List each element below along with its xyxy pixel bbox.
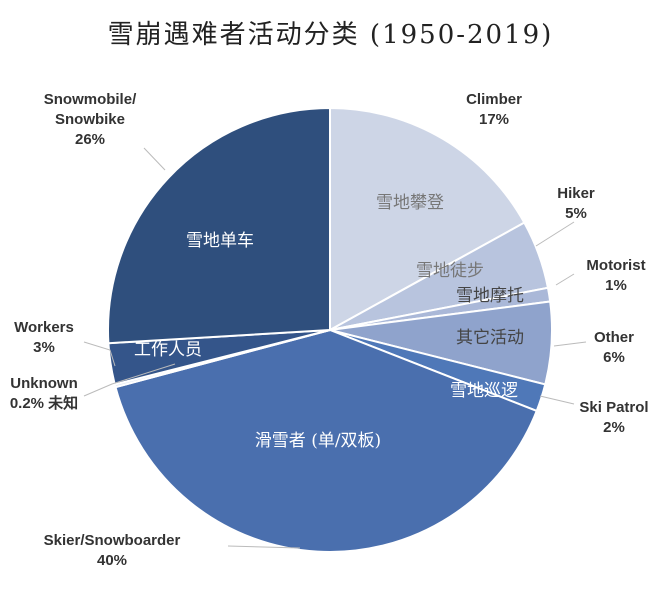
slice-label: Workers 3% [14, 319, 74, 356]
slice-label: Skier/Snowboarder 40% [44, 532, 181, 569]
slice-cn-label: 雪地巡逻 [450, 381, 518, 401]
slice-label: Ski Patrol 2% [579, 399, 648, 436]
slice-cn-label: 工作人员 [134, 340, 202, 360]
slice-cn-label: 雪地单车 [186, 231, 254, 251]
slice-label: Unknown 0.2% 未知 [10, 375, 78, 412]
slice-cn-label: 滑雪者 (单/双板) [255, 431, 381, 451]
pie-slice-5 [114, 328, 539, 553]
leader-line [553, 341, 587, 347]
slice-label: Snowmobile/Snowbike 26% [44, 91, 137, 148]
leader-line [227, 545, 301, 549]
slice-label: Climber 17% [466, 91, 522, 128]
slice-cn-label: 雪地徒步 [416, 261, 484, 281]
chart-title: 雪崩遇难者活动分类 (1950-2019) [107, 20, 554, 50]
pie-slice-8 [107, 106, 331, 345]
leader-line [143, 147, 166, 171]
leader-line [555, 273, 575, 286]
leader-line [535, 221, 575, 247]
leader-line [539, 395, 575, 405]
slice-cn-label: 雪地摩托 [456, 286, 524, 306]
leader-line [83, 341, 116, 367]
slice-label: Hiker 5% [557, 185, 595, 222]
pie-slice-0 [329, 106, 526, 332]
slice-cn-label: 雪地攀登 [376, 193, 444, 213]
leader-line [83, 363, 176, 397]
slice-label: Motorist 1% [586, 257, 645, 294]
slice-cn-label: 其它活动 [456, 328, 524, 348]
slice-label: Other 6% [594, 329, 634, 366]
